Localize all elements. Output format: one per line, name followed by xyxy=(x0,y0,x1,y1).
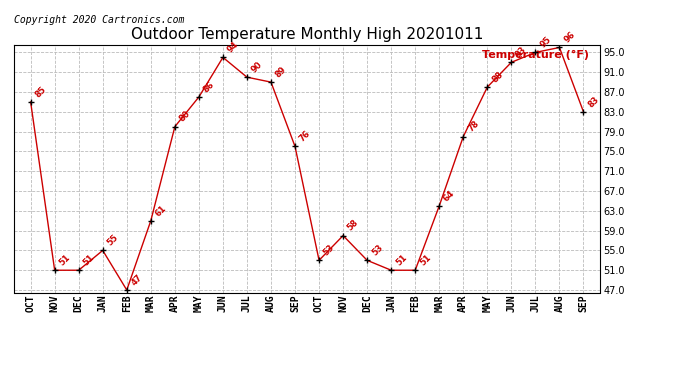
Text: 55: 55 xyxy=(106,233,120,248)
Text: 80: 80 xyxy=(177,110,192,124)
Text: 47: 47 xyxy=(130,273,144,287)
Text: 76: 76 xyxy=(298,129,313,144)
Text: 53: 53 xyxy=(322,243,337,258)
Text: 88: 88 xyxy=(490,70,504,84)
Title: Outdoor Temperature Monthly High 20201011: Outdoor Temperature Monthly High 2020101… xyxy=(131,27,483,42)
Text: 61: 61 xyxy=(154,203,168,218)
Text: 83: 83 xyxy=(586,94,601,109)
Text: 58: 58 xyxy=(346,218,360,233)
Text: Copyright 2020 Cartronics.com: Copyright 2020 Cartronics.com xyxy=(14,15,184,25)
Text: 64: 64 xyxy=(442,188,457,203)
Text: 89: 89 xyxy=(274,65,288,80)
Text: 78: 78 xyxy=(466,119,480,134)
Text: Temperature (°F): Temperature (°F) xyxy=(482,50,589,60)
Text: 51: 51 xyxy=(57,253,72,267)
Text: 51: 51 xyxy=(418,253,433,267)
Text: 51: 51 xyxy=(394,253,408,267)
Text: 51: 51 xyxy=(81,253,96,267)
Text: 95: 95 xyxy=(538,35,553,50)
Text: 90: 90 xyxy=(250,60,264,74)
Text: 96: 96 xyxy=(562,30,577,45)
Text: 85: 85 xyxy=(33,85,48,99)
Text: 86: 86 xyxy=(201,80,216,94)
Text: 93: 93 xyxy=(514,45,529,60)
Text: 53: 53 xyxy=(370,243,384,258)
Text: 94: 94 xyxy=(226,40,240,55)
